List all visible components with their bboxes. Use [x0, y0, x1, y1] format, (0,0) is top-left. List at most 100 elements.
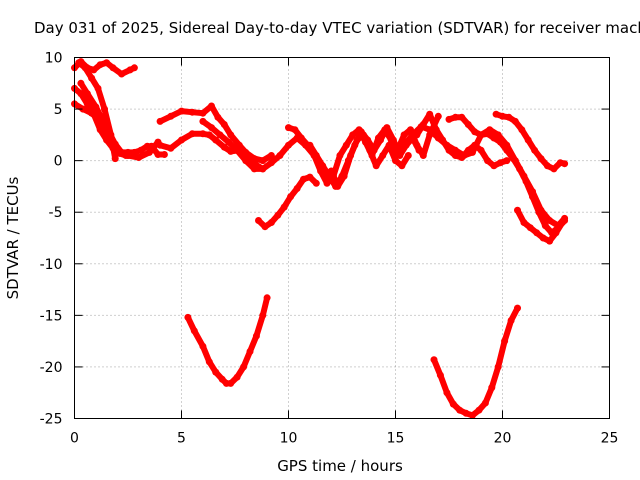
data-point [503, 146, 511, 154]
data-point [334, 182, 342, 190]
data-point [109, 144, 117, 152]
data-point [389, 136, 397, 144]
data-point [400, 141, 408, 149]
y-tick-label: -5 [49, 205, 63, 221]
data-point [233, 146, 241, 154]
data-point [291, 126, 299, 134]
data-point [477, 146, 485, 154]
data-point [558, 219, 566, 226]
data-point [137, 146, 145, 154]
data-point [259, 165, 267, 173]
y-tick-label: -20 [40, 360, 63, 376]
data-point [475, 406, 483, 414]
data-point [372, 162, 380, 170]
grid [74, 57, 610, 419]
data-point [227, 379, 235, 387]
y-tick-label: 5 [54, 102, 63, 118]
data-point [413, 131, 421, 139]
data-point [259, 311, 267, 319]
data-point [546, 237, 554, 245]
data-point [398, 162, 406, 170]
series-trace-9 [184, 294, 271, 387]
data-point [135, 154, 143, 161]
data-point [246, 348, 254, 355]
axis-ticks: 0 5 10 15 20 25 -25 -20 -15 -10 -5 0 5 10 [40, 51, 619, 447]
data-point [490, 162, 498, 170]
data-point [492, 110, 500, 118]
data-point [115, 149, 123, 157]
data-point [96, 126, 104, 134]
data-point [526, 224, 534, 232]
data-point [471, 141, 479, 149]
data-point [336, 152, 344, 159]
data-point [323, 179, 331, 187]
data-point [267, 152, 275, 159]
data-point [90, 66, 98, 74]
data-point [342, 141, 350, 149]
data-point [280, 203, 288, 211]
data-point [511, 117, 519, 125]
data-point [88, 74, 96, 82]
data-point [297, 134, 305, 142]
data-point [79, 105, 87, 113]
data-point [445, 146, 453, 154]
data-point [481, 399, 489, 407]
data-point [154, 151, 162, 158]
data-point [385, 141, 393, 149]
x-tick-label: 5 [177, 431, 186, 447]
data-point [83, 100, 91, 108]
data-point [400, 131, 408, 139]
data-point [518, 126, 526, 134]
data-point [103, 59, 111, 67]
data-point [167, 112, 175, 120]
data-point [552, 229, 560, 237]
data-point [520, 219, 528, 226]
data-point [274, 211, 282, 219]
data-point [537, 155, 545, 163]
data-point [208, 124, 215, 132]
data-point [240, 363, 248, 371]
data-point [477, 131, 485, 139]
data-point [75, 59, 83, 67]
data-point [220, 143, 228, 151]
data-point [430, 356, 438, 364]
data-point [404, 152, 412, 159]
data-point [184, 313, 192, 321]
data-point [227, 131, 235, 139]
data-point [514, 304, 521, 312]
data-point [287, 193, 295, 201]
data-point [379, 152, 387, 159]
y-tick-label: 0 [54, 154, 63, 170]
data-point [436, 371, 444, 379]
data-point [490, 134, 498, 142]
data-point [347, 152, 355, 159]
y-tick-label: -10 [40, 257, 63, 273]
data-point [276, 152, 284, 159]
data-point [188, 108, 196, 116]
data-point [359, 131, 367, 139]
data-point [214, 113, 222, 121]
data-point [533, 229, 541, 237]
data-point [118, 70, 126, 78]
x-tick-label: 0 [70, 431, 79, 447]
data-point [306, 173, 314, 181]
data-point [255, 217, 262, 224]
data-point [312, 179, 320, 187]
y-tick-label: 10 [45, 51, 63, 67]
x-tick-label: 25 [601, 431, 619, 447]
series-trace-19 [431, 305, 521, 419]
data-point [458, 154, 466, 161]
data-point [484, 157, 491, 165]
data-point [464, 121, 472, 128]
data-point [220, 121, 228, 128]
data-point [285, 124, 292, 132]
data-point [488, 384, 496, 392]
x-tick-label: 10 [280, 431, 298, 447]
data-point [83, 90, 91, 98]
y-tick-label: -25 [40, 412, 63, 428]
data-point [516, 165, 524, 173]
data-point [261, 223, 269, 231]
data-point [535, 208, 543, 216]
data-point [188, 130, 196, 138]
data-point [250, 165, 258, 173]
